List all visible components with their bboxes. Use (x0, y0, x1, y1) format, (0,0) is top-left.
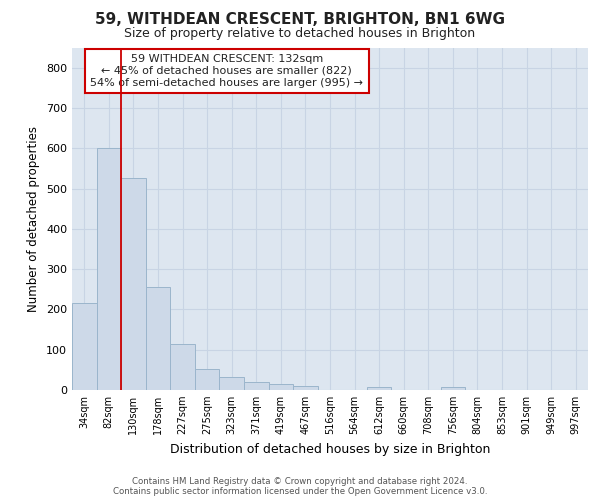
Bar (367, 387, 391, 390)
Bar (220, 377, 244, 390)
Bar (97, 148, 121, 390)
Text: 59 WITHDEAN CRESCENT: 132sqm
← 45% of detached houses are smaller (822)
54% of s: 59 WITHDEAN CRESCENT: 132sqm ← 45% of de… (90, 54, 363, 88)
Bar (244, 382, 269, 390)
Bar (269, 384, 293, 390)
Bar (440, 387, 465, 390)
Text: Contains public sector information licensed under the Open Government Licence v3: Contains public sector information licen… (113, 487, 487, 496)
Bar (293, 386, 318, 390)
Bar (170, 344, 195, 390)
Text: Size of property relative to detached houses in Brighton: Size of property relative to detached ho… (124, 28, 476, 40)
Bar (121, 178, 146, 390)
Y-axis label: Number of detached properties: Number of detached properties (28, 126, 40, 312)
Text: Contains HM Land Registry data © Crown copyright and database right 2024.: Contains HM Land Registry data © Crown c… (132, 477, 468, 486)
X-axis label: Distribution of detached houses by size in Brighton: Distribution of detached houses by size … (170, 442, 490, 456)
Bar (72, 304, 97, 390)
Bar (146, 287, 170, 390)
Bar (195, 369, 220, 390)
Text: 59, WITHDEAN CRESCENT, BRIGHTON, BN1 6WG: 59, WITHDEAN CRESCENT, BRIGHTON, BN1 6WG (95, 12, 505, 28)
